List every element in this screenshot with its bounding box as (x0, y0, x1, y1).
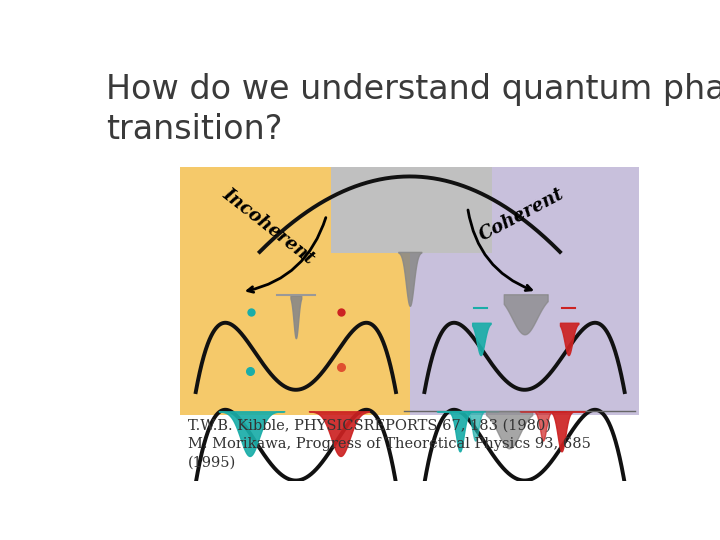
Text: How do we understand quantum phase
transition?: How do we understand quantum phase trans… (106, 72, 720, 146)
Text: T.W.B. Kibble, PHYSICSREPORTS 67, 183 (1980)
M. Morikawa, Progress of Theoretica: T.W.B. Kibble, PHYSICSREPORTS 67, 183 (1… (188, 419, 591, 470)
Bar (410, 167, 639, 415)
Text: Coherent: Coherent (476, 185, 567, 245)
Text: Incoherent: Incoherent (220, 185, 318, 268)
Bar (330, 167, 492, 253)
Bar (180, 167, 410, 415)
